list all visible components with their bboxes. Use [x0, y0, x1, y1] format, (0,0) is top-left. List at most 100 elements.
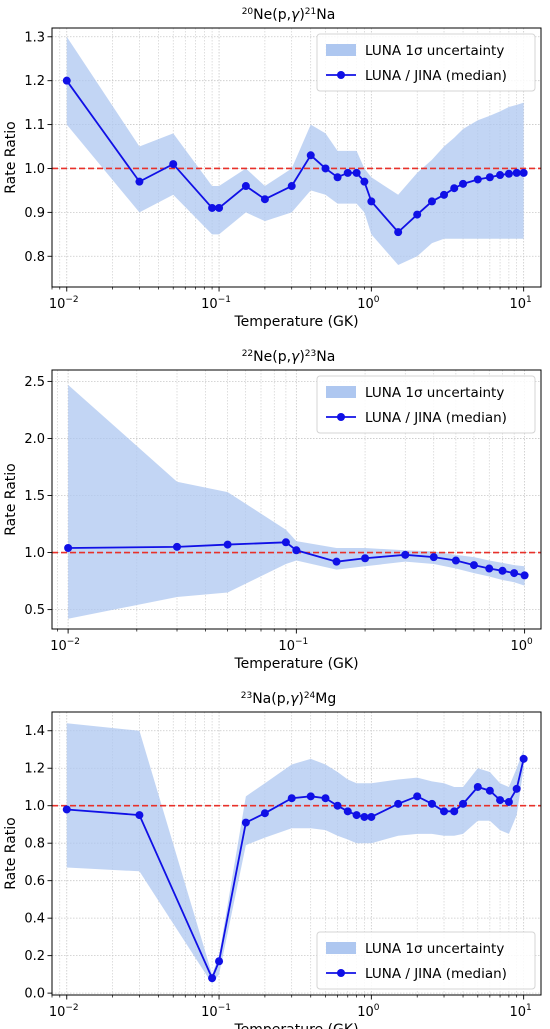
data-point — [321, 794, 330, 803]
legend-band-swatch — [326, 942, 356, 954]
data-point — [401, 550, 410, 559]
x-tick-label: 10−1 — [201, 295, 231, 312]
data-point — [459, 799, 468, 808]
y-axis-label: Rate Ratio — [3, 817, 19, 890]
data-point — [367, 197, 376, 206]
data-point — [413, 792, 422, 801]
data-point — [215, 957, 224, 966]
data-point — [352, 811, 361, 820]
legend-box — [316, 375, 536, 434]
x-axis-label: Temperature (GK) — [233, 1022, 358, 1029]
data-point — [440, 190, 449, 199]
data-point — [260, 809, 269, 818]
y-tick-label: 1.2 — [24, 762, 45, 777]
data-point — [440, 807, 449, 816]
data-point — [62, 805, 71, 814]
data-point — [496, 796, 505, 805]
y-axis: 0.0 0.2 0.4 0.6 0.8 1.0 1.2 1.4 — [24, 724, 52, 1002]
data-point — [62, 76, 71, 85]
y-tick-label: 0.4 — [24, 912, 45, 927]
data-point — [394, 799, 403, 808]
data-point — [504, 169, 513, 178]
x-tick-label: 10−1 — [278, 637, 308, 654]
series-median — [62, 754, 528, 983]
data-point — [333, 173, 342, 182]
data-point — [473, 782, 482, 791]
data-point — [292, 546, 301, 555]
data-point — [485, 173, 494, 182]
x-tick-label: 101 — [510, 1003, 532, 1020]
legend-band-swatch — [326, 44, 356, 56]
legend-label-band: LUNA 1σ uncertainty — [365, 941, 504, 957]
y-tick-label: 1.0 — [24, 799, 45, 814]
data-point — [450, 807, 459, 816]
data-point — [321, 164, 330, 173]
plot-frame — [51, 711, 542, 996]
data-point — [361, 554, 370, 563]
legend-label-series: LUNA / JINA (median) — [365, 966, 507, 982]
x-tick-label: 100 — [510, 637, 533, 654]
data-point — [520, 571, 529, 580]
data-point — [306, 151, 315, 160]
x-tick-label: 10−2 — [50, 637, 80, 654]
chart-title: 23Na(p,γ)24Mg — [241, 691, 337, 707]
data-point — [429, 553, 438, 562]
legend-marker-swatch — [337, 413, 345, 421]
x-tick-label: 10−2 — [49, 1003, 79, 1020]
x-axis-label: Temperature (GK) — [233, 656, 358, 672]
data-point — [496, 171, 505, 180]
data-point — [135, 811, 144, 820]
series-median — [62, 76, 528, 237]
x-axis: 10−2 10−1 100 — [50, 629, 533, 654]
legend-label-band: LUNA 1σ uncertainty — [365, 43, 504, 59]
data-point — [367, 812, 376, 821]
y-axis: 0.8 0.9 1.0 1.1 1.2 1.3 — [24, 30, 52, 265]
plot-frame — [51, 27, 542, 288]
y-tick-label: 1.2 — [24, 74, 45, 89]
y-tick-label: 1.0 — [24, 162, 45, 177]
legend-label-series: LUNA / JINA (median) — [365, 68, 507, 84]
uncertainty-band — [66, 723, 524, 984]
x-tick-label: 100 — [357, 295, 380, 312]
data-point — [504, 797, 513, 806]
chart-1: 10−2 10−1 100 101 0.8 0.9 1.0 1.1 1.2 1.3 Temperat… — [3, 7, 542, 330]
data-point — [510, 569, 519, 578]
y-tick-label: 0.6 — [24, 874, 45, 889]
data-point — [427, 799, 436, 808]
legend-label-series: LUNA / JINA (median) — [365, 410, 507, 426]
legend-box — [316, 33, 536, 92]
data-point — [281, 538, 290, 547]
uncertainty-band — [66, 36, 524, 266]
legend-label-band: LUNA 1σ uncertainty — [365, 385, 504, 401]
data-point — [450, 184, 459, 193]
data-point — [473, 175, 482, 184]
y-tick-label: 1.4 — [24, 724, 45, 739]
data-point — [64, 543, 73, 552]
data-point — [512, 784, 521, 793]
y-tick-label: 2.5 — [24, 375, 45, 390]
data-point — [208, 203, 217, 212]
y-axis-label: Rate Ratio — [3, 463, 19, 536]
data-point — [287, 182, 296, 191]
data-point — [241, 818, 250, 827]
x-tick-label: 10−2 — [49, 295, 79, 312]
chart-title: 20Ne(p,γ)21Na — [242, 7, 336, 23]
series-median — [64, 538, 529, 580]
data-point — [333, 801, 342, 810]
data-point — [498, 566, 507, 575]
y-tick-label: 0.9 — [24, 206, 45, 221]
x-tick-label: 10−1 — [201, 1003, 231, 1020]
data-point — [427, 197, 436, 206]
data-point — [394, 228, 403, 237]
data-point — [343, 168, 352, 177]
data-point — [169, 160, 178, 169]
y-tick-label: 0.8 — [24, 250, 45, 265]
legend: LUNA 1σ uncertainty LUNA / JINA (median) — [316, 33, 536, 92]
chart-3: 10−2 10−1 100 101 0.0 0.2 0.4 0.6 0.8 1.0 1.2 1.4 Te… — [3, 691, 542, 1029]
data-point — [485, 786, 494, 795]
chart-2: 10−2 10−1 100 0.5 1.0 1.5 2.0 2.5 Temperature (G… — [3, 349, 542, 672]
y-tick-label: 0.2 — [24, 949, 45, 964]
y-tick-label: 1.1 — [24, 118, 45, 133]
y-tick-label: 0.0 — [24, 987, 45, 1002]
